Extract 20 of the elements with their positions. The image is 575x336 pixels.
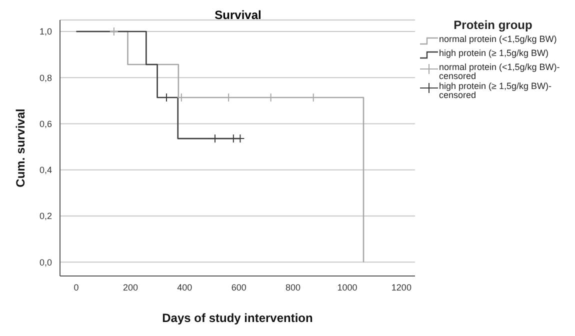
legend-label: normal protein (<1,5g/kg BW) (439, 34, 557, 44)
y-tick-label: 0,6 (39, 118, 52, 129)
x-tick-label: 600 (231, 282, 246, 292)
x-tick-label: 200 (122, 282, 138, 292)
legend-label: high protein (≥ 1,5g/kg BW) (439, 48, 548, 58)
x-tick-label: 0 (74, 282, 79, 292)
y-tick-label: 0,4 (39, 165, 52, 176)
x-tick-label: 1200 (391, 282, 412, 292)
y-axis-title: Cum. survival (13, 108, 28, 188)
x-tick-label: 800 (286, 282, 301, 292)
y-tick-label: 0,2 (39, 211, 52, 222)
x-tick-label: 1000 (337, 282, 358, 292)
x-axis-title: Days of study intervention (162, 311, 313, 325)
y-tick-label: 0,8 (39, 72, 52, 83)
chart-title: Survival (214, 8, 262, 22)
legend-label: high protein (≥ 1,5g/kg BW)-censored (439, 81, 552, 100)
x-tick-label: 400 (177, 282, 192, 292)
legend-title: Protein group (452, 18, 534, 32)
y-tick-label: 0,0 (39, 257, 52, 268)
y-tick-label: 1,0 (39, 26, 52, 37)
